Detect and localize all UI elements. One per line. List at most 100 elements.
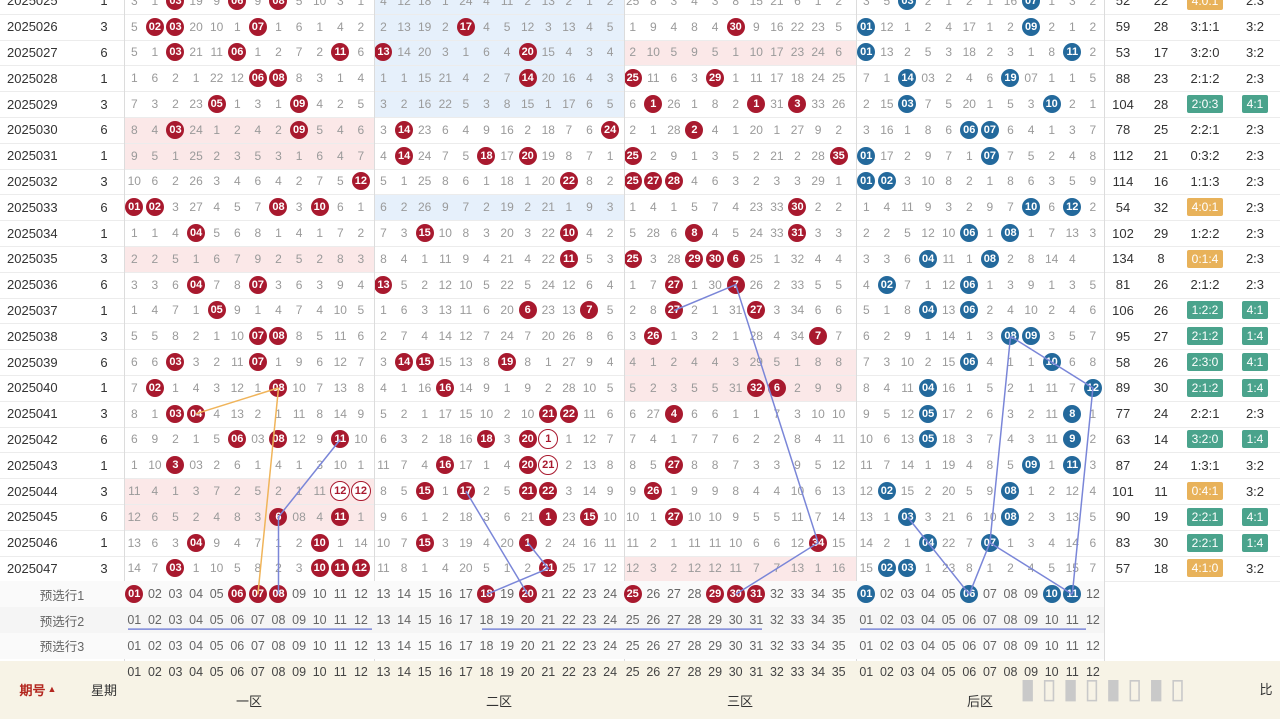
preselect-back-number[interactable]: 11 — [1065, 638, 1079, 653]
preselect-front-number[interactable]: 34 — [811, 638, 826, 653]
preselect-front-number[interactable]: 02 — [147, 587, 162, 602]
preselect-front-number[interactable]: 13 — [376, 587, 391, 602]
preselect-front-number[interactable]: 10 — [312, 638, 327, 653]
preselect-back-number[interactable]: 02 — [879, 587, 894, 602]
preselect-front-number[interactable]: 25 — [625, 638, 640, 653]
preselect-front-number[interactable]: 08 — [271, 613, 286, 628]
preselect-back-number[interactable]: 04 — [921, 638, 936, 653]
preselect-front-number[interactable]: 21 — [541, 638, 556, 653]
preselect-back-number[interactable]: 10 — [1044, 613, 1059, 628]
preselect-front-number[interactable]: 22 — [561, 587, 576, 602]
preselect-front-number[interactable]: 25 — [625, 613, 640, 628]
preselect-front-number[interactable]: 21 — [541, 613, 556, 628]
selected-red-ball[interactable]: 30 — [726, 585, 745, 604]
preselect-back-number[interactable]: 02 — [879, 638, 894, 653]
selected-blue-ball[interactable]: 10 — [1042, 585, 1061, 604]
preselect-back-number[interactable]: 03 — [900, 613, 915, 628]
preselect-front-number[interactable]: 05 — [209, 587, 224, 602]
preselect-front-number[interactable]: 31 — [749, 638, 764, 653]
selected-red-ball[interactable]: 18 — [477, 585, 496, 604]
preselect-front-number[interactable]: 29 — [708, 613, 723, 628]
preselect-front-number[interactable]: 21 — [541, 587, 556, 602]
preselect-front-number[interactable]: 18 — [476, 581, 497, 607]
preselect-front-number[interactable]: 19 — [500, 613, 515, 628]
preselect-front-number[interactable]: 04 — [189, 587, 204, 602]
preselect-front-number[interactable]: 02 — [147, 613, 162, 628]
preselect-front-number[interactable]: 17 — [458, 613, 473, 628]
selected-blue-ball[interactable]: 01 — [857, 585, 876, 604]
preselect-back-number[interactable]: 06 — [962, 638, 977, 653]
preselect-front-number[interactable]: 08 — [271, 638, 286, 653]
preselect-front-number[interactable]: 15 — [417, 638, 432, 653]
selected-blue-ball[interactable]: 06 — [960, 585, 979, 604]
preselect-front-number[interactable]: 13 — [376, 638, 391, 653]
preselect-front-number[interactable]: 15 — [417, 587, 432, 602]
preselect-back-number[interactable]: 02 — [879, 613, 894, 628]
preselect-front-number[interactable]: 23 — [582, 587, 597, 602]
preselect-front-number[interactable]: 03 — [168, 587, 183, 602]
preselect-front-number[interactable]: 20 — [517, 581, 538, 607]
preselect-front-number[interactable]: 33 — [790, 613, 805, 628]
preselect-back-number[interactable]: 08 — [1003, 638, 1018, 653]
preselect-front-number[interactable]: 07 — [248, 581, 269, 607]
preselect-front-number[interactable]: 11 — [333, 587, 347, 602]
preselect-front-number[interactable]: 05 — [209, 613, 224, 628]
selected-blue-ball[interactable]: 11 — [1063, 585, 1082, 604]
preselect-front-number[interactable]: 19 — [500, 587, 515, 602]
preselect-front-number[interactable]: 28 — [687, 613, 702, 628]
preselect-back-number[interactable]: 07 — [982, 638, 997, 653]
preselect-front-number[interactable]: 22 — [561, 638, 576, 653]
preselect-front-number[interactable]: 23 — [582, 613, 597, 628]
preselect-front-number[interactable]: 19 — [500, 638, 515, 653]
preselect-front-number[interactable]: 20 — [520, 638, 535, 653]
preselect-front-number[interactable]: 32 — [769, 638, 784, 653]
preselect-back-number[interactable]: 09 — [1024, 638, 1039, 653]
preselect-front-number[interactable]: 34 — [811, 613, 826, 628]
selected-red-ball[interactable]: 20 — [518, 585, 537, 604]
preselect-front-number[interactable]: 14 — [397, 587, 412, 602]
preselect-back-number[interactable]: 12 — [1085, 638, 1100, 653]
selected-red-ball[interactable]: 01 — [125, 585, 144, 604]
preselect-front-number[interactable]: 12 — [353, 638, 368, 653]
preselect-front-number[interactable]: 08 — [268, 581, 289, 607]
preselect-front-number[interactable]: 02 — [147, 638, 162, 653]
selected-red-ball[interactable]: 06 — [228, 585, 247, 604]
preselect-front-number[interactable]: 01 — [124, 581, 145, 607]
preselect-front-number[interactable]: 28 — [687, 638, 702, 653]
preselect-front-number[interactable]: 30 — [728, 613, 743, 628]
preselect-front-number[interactable]: 16 — [438, 638, 453, 653]
preselect-front-number[interactable]: 32 — [769, 613, 784, 628]
preselect-front-number[interactable]: 04 — [189, 638, 204, 653]
preselect-front-number[interactable]: 23 — [582, 638, 597, 653]
preselect-front-number[interactable]: 15 — [417, 613, 432, 628]
preselect-front-number[interactable]: 11 — [333, 638, 347, 653]
preselect-back-number[interactable]: 11 — [1062, 581, 1083, 607]
selected-red-ball[interactable]: 25 — [623, 585, 642, 604]
preselect-front-number[interactable]: 29 — [705, 581, 726, 607]
preselect-front-number[interactable]: 35 — [831, 613, 846, 628]
preselect-front-number[interactable]: 26 — [646, 638, 661, 653]
preselect-front-number[interactable]: 31 — [746, 581, 767, 607]
preselect-front-number[interactable]: 09 — [292, 587, 307, 602]
preselect-front-number[interactable]: 06 — [230, 613, 245, 628]
preselect-front-number[interactable]: 35 — [831, 587, 846, 602]
preselect-back-number[interactable]: 12 — [1085, 587, 1100, 602]
preselect-front-number[interactable]: 26 — [646, 613, 661, 628]
preselect-back-number[interactable]: 03 — [900, 587, 915, 602]
preselect-front-number[interactable]: 17 — [458, 638, 473, 653]
preselect-front-number[interactable]: 09 — [292, 638, 307, 653]
preselect-front-number[interactable]: 03 — [168, 638, 183, 653]
preselect-front-number[interactable]: 28 — [687, 587, 702, 602]
preselect-back-number[interactable]: 03 — [900, 638, 915, 653]
preselect-front-number[interactable]: 30 — [728, 638, 743, 653]
preselect-back-number[interactable]: 07 — [982, 613, 997, 628]
preselect-front-number[interactable]: 01 — [127, 613, 142, 628]
preselect-front-number[interactable]: 34 — [811, 587, 826, 602]
preselect-front-number[interactable]: 24 — [603, 638, 618, 653]
preselect-front-number[interactable]: 31 — [749, 613, 764, 628]
preselect-back-number[interactable]: 10 — [1041, 581, 1062, 607]
preselect-front-number[interactable]: 35 — [831, 638, 846, 653]
preselect-front-number[interactable]: 06 — [227, 581, 248, 607]
preselect-front-number[interactable]: 20 — [520, 613, 535, 628]
selected-red-ball[interactable]: 08 — [269, 585, 288, 604]
